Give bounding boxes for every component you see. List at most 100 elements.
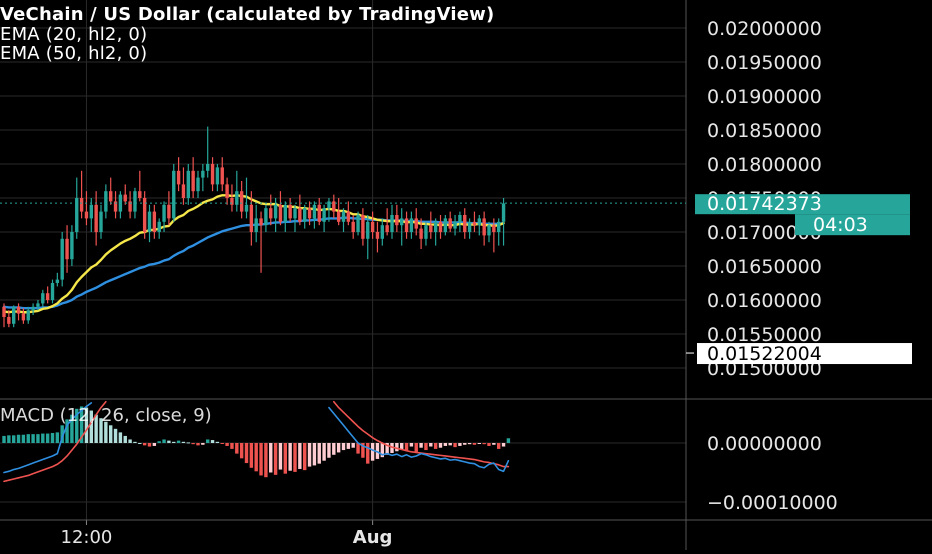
macd-histogram-bar (206, 439, 210, 443)
candle (264, 204, 268, 232)
macd-histogram-bar (385, 443, 389, 455)
legend-title[interactable]: VeChain / US Dollar (calculated by Tradi… (0, 4, 495, 25)
candle (366, 215, 370, 260)
legend-ema50[interactable]: EMA (50, hl2, 0) (0, 43, 148, 64)
macd-histogram-bar (317, 443, 321, 464)
macd-histogram-bar (201, 443, 205, 445)
macd-histogram-bar (239, 443, 244, 459)
legend-ema20[interactable]: EMA (20, hl2, 0) (0, 24, 148, 45)
candle-body (12, 306, 16, 324)
candle (196, 170, 200, 198)
macd-histogram-bar (152, 443, 157, 446)
macd-histogram-bar (375, 443, 380, 459)
candle (443, 215, 448, 236)
candle (186, 164, 190, 205)
macd-histogram-bar (424, 443, 428, 451)
macd-histogram-bar (458, 443, 462, 446)
macd-histogram-bar (259, 443, 263, 476)
candle (492, 218, 496, 253)
candle-body (215, 167, 220, 185)
candle-body (298, 208, 302, 222)
price-tick-label: 0.01650000 (707, 256, 822, 278)
candle-body (366, 221, 370, 239)
candle (65, 225, 69, 273)
macd-histogram-bar (419, 443, 423, 448)
candle-body (133, 191, 137, 212)
candle (283, 201, 287, 232)
candle (269, 194, 273, 226)
candle (157, 218, 161, 239)
macd-histogram-bar (172, 441, 176, 443)
candle (138, 170, 142, 202)
macd-histogram-bar (288, 443, 292, 471)
candle-body (390, 215, 394, 232)
candle-body (235, 191, 239, 205)
candle (395, 204, 399, 232)
candle-body (36, 303, 40, 307)
candle (31, 303, 35, 315)
macd-histogram-bar (269, 443, 273, 473)
macd-histogram-bar (89, 410, 93, 443)
macd-histogram-bar (322, 443, 326, 461)
candle (162, 201, 166, 232)
macd-histogram-bar (303, 443, 307, 471)
candle (60, 232, 64, 287)
macd-histogram-bar (31, 434, 35, 443)
macd-histogram-bar (497, 443, 501, 449)
candle (123, 184, 127, 205)
candle (472, 211, 477, 232)
candle-body (322, 208, 326, 222)
candle-body (269, 208, 273, 219)
candle-body (157, 221, 161, 232)
candle-body (191, 170, 195, 192)
candle (50, 279, 55, 304)
macd-histogram-bar (400, 443, 404, 450)
macd-histogram-bar (65, 419, 69, 443)
candle (84, 191, 89, 226)
macd-histogram-bar (327, 443, 331, 458)
candle-body (176, 170, 181, 185)
candle-body (482, 218, 486, 236)
macd-histogram-bar (506, 438, 511, 443)
candle-body (94, 204, 98, 232)
candle-body (395, 215, 399, 226)
candle (453, 215, 457, 236)
legend-macd[interactable]: MACD (12, 26, close, 9) (0, 405, 212, 426)
candle (482, 211, 486, 246)
candles-layer[interactable] (2, 126, 506, 328)
macd-histogram-bar (414, 443, 418, 452)
macd-histogram-bar (336, 443, 341, 453)
candle-body (293, 208, 297, 219)
candle-body (254, 218, 258, 232)
macd-histogram-bar (55, 432, 60, 443)
macd-histogram-bar (370, 443, 375, 461)
candle (463, 208, 467, 239)
macd-histogram-bar (453, 443, 457, 448)
candle-body (147, 211, 152, 232)
candle-body (31, 306, 35, 311)
macd-histogram-bar (482, 443, 486, 445)
macd-histogram-bar (380, 443, 384, 458)
candle (152, 204, 157, 239)
candle (370, 211, 375, 239)
macd-histogram-bar (26, 434, 30, 443)
candle-body (336, 211, 341, 222)
macd-histogram-bar (312, 443, 317, 466)
candle (467, 218, 472, 239)
candle (181, 167, 186, 205)
ema50-line (2, 216, 505, 310)
candle (109, 177, 113, 205)
candle-body (206, 164, 210, 171)
candle (429, 211, 433, 239)
candle (438, 215, 443, 239)
candle-body (50, 283, 55, 300)
candle-body (487, 225, 491, 236)
candle (351, 215, 355, 239)
macd-histogram-bar (70, 414, 74, 443)
candle-body (172, 170, 176, 219)
macd-histogram-bar (60, 425, 64, 443)
candle (322, 204, 326, 232)
macd-histogram-bar (361, 443, 365, 458)
